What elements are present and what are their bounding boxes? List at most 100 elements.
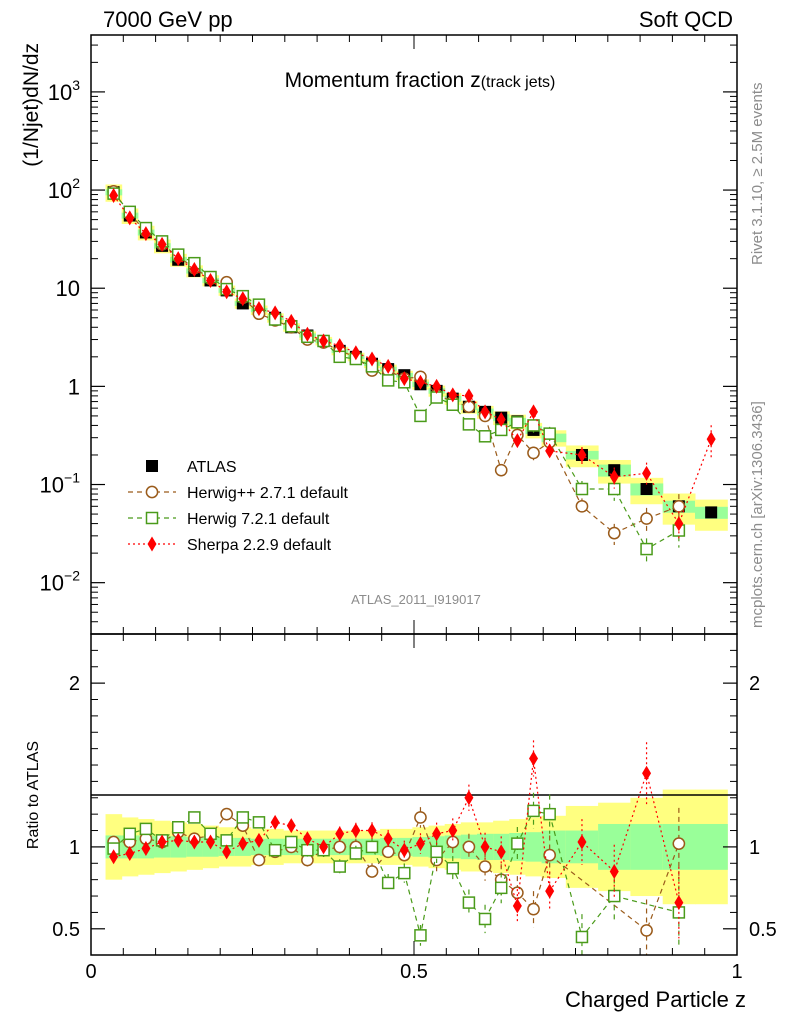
main-point — [672, 499, 686, 513]
main-sherpa-2-2-9-default — [109, 188, 716, 541]
ratio-point — [285, 835, 298, 849]
ratio-point — [399, 842, 409, 858]
ratio-point — [672, 837, 686, 850]
ratio-point — [381, 845, 395, 859]
main-point — [141, 226, 151, 242]
ratio-band-inner — [598, 823, 631, 870]
ratio-ylabel: Ratio to ATLAS — [25, 741, 42, 849]
ratio-point — [529, 750, 539, 766]
ratio-point — [398, 866, 411, 880]
main-point — [189, 262, 199, 278]
main-point — [575, 499, 589, 513]
main-point — [206, 272, 216, 288]
ratio-point — [333, 840, 347, 854]
legend: ATLAS Herwig++ 2.7.1 default Herwig 7.2.1 … — [128, 459, 349, 554]
ratio-point — [125, 845, 135, 861]
ratio-point — [512, 898, 522, 914]
main-point — [607, 526, 621, 540]
ratio-point — [383, 831, 393, 847]
main-point — [527, 446, 540, 460]
main-point — [383, 358, 393, 374]
main-point — [381, 374, 395, 387]
ratio-point — [238, 836, 248, 852]
main-point — [464, 388, 474, 404]
main-point — [496, 411, 506, 427]
main-point — [527, 419, 540, 432]
main-point — [529, 404, 539, 420]
main-ytick-label: 10−1 — [40, 470, 81, 498]
main-ytick-label: 103 — [48, 77, 80, 105]
main-point — [173, 251, 183, 267]
main-point — [462, 418, 476, 431]
main-point — [480, 404, 490, 420]
ratio-point — [511, 837, 524, 850]
ratio-xtick-label: 1 — [731, 961, 742, 983]
main-point — [222, 284, 232, 300]
ratio-point — [381, 876, 395, 890]
main-point — [270, 305, 280, 321]
ratio-point — [141, 841, 151, 857]
ratio-point — [478, 912, 492, 926]
main-point — [543, 427, 556, 440]
ratio-point — [446, 861, 460, 875]
ratio-band-inner — [695, 823, 728, 870]
ratio-point — [236, 811, 250, 824]
main-point — [125, 210, 135, 226]
legend-label: ATLAS — [187, 459, 237, 476]
ratio-point — [446, 835, 460, 849]
ratio-point — [674, 895, 684, 911]
ratio-ytick-label: 2 — [749, 673, 760, 695]
ratio-point — [206, 834, 216, 850]
ratio-point — [527, 804, 540, 818]
analysis-label: ATLAS_2011_I919017 — [351, 592, 481, 607]
ratio-point — [414, 929, 427, 942]
legend-marker — [147, 536, 157, 552]
ratio-point — [270, 814, 280, 830]
ratio-point — [543, 848, 557, 862]
ratio-point — [171, 821, 185, 834]
main-point — [706, 431, 716, 447]
ratio-point — [286, 818, 296, 834]
header-process: Soft QCD — [639, 7, 733, 32]
ratio-point — [109, 849, 119, 865]
main-point — [674, 516, 684, 532]
ratio-point — [333, 860, 346, 873]
main-point — [511, 416, 524, 429]
main-point — [640, 512, 653, 525]
main-point — [238, 291, 248, 307]
ratio-point — [173, 832, 183, 848]
ratio-point — [189, 834, 199, 850]
ratio-xlabel: Charged Particle z — [565, 987, 746, 1012]
ratio-point — [349, 847, 363, 860]
ratio-point — [464, 790, 474, 806]
ratio-point — [575, 930, 589, 944]
main-point — [157, 236, 167, 252]
main-point — [448, 387, 458, 403]
main-series-group — [107, 185, 718, 564]
ratio-point — [478, 860, 492, 873]
ratio-point — [157, 834, 167, 850]
main-ytick-label: 102 — [48, 175, 80, 203]
main-point — [351, 345, 361, 361]
ratio-ytick-label: 1 — [69, 837, 80, 859]
main-point — [414, 409, 427, 423]
main-point — [545, 443, 555, 459]
ratio-series-group — [107, 740, 686, 955]
ratio-ytick-label: 1 — [749, 837, 760, 859]
ratio-point — [496, 844, 506, 860]
header-energy: 7000 GeV pp — [103, 7, 233, 32]
ratio-point — [414, 811, 427, 824]
main-title: Momentum fraction z(track jets) — [285, 69, 556, 92]
ratio-point — [365, 865, 379, 878]
main-point — [415, 374, 425, 390]
main-point — [254, 301, 264, 317]
legend-marker — [145, 511, 159, 525]
ratio-point — [252, 853, 266, 867]
ratio-bands — [105, 789, 728, 905]
main-ytick-label: 10 — [56, 276, 80, 301]
ratio-ytick-label: 0.5 — [749, 919, 777, 941]
main-line — [113, 191, 680, 534]
ratio-point — [252, 816, 266, 829]
ratio-sherpa-2-2-9-default — [109, 740, 684, 939]
